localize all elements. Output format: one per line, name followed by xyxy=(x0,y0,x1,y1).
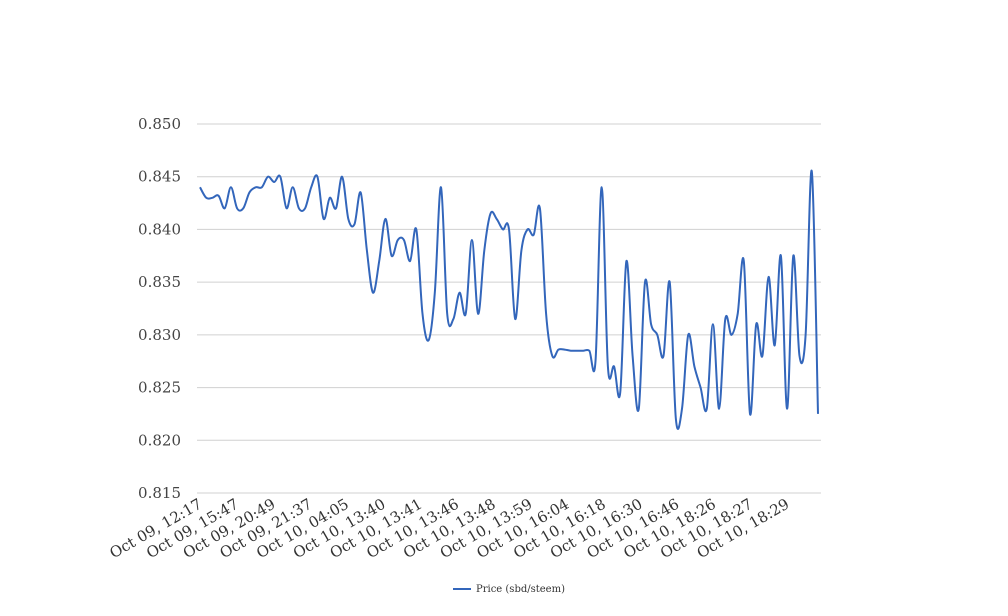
series-lines xyxy=(199,169,819,430)
legend-label: Price (sbd/steem) xyxy=(476,584,565,595)
y-tick-label: 0.830 xyxy=(138,326,181,344)
gridlines xyxy=(197,123,821,494)
legend[interactable]: Price (sbd/steem) xyxy=(453,584,565,595)
y-axis-ticks: 0.850 0.845 0.840 0.835 0.830 0.825 0.820 0.815 xyxy=(138,115,181,502)
y-tick-label: 0.845 xyxy=(138,168,181,186)
y-tick-label: 0.815 xyxy=(138,484,181,502)
series-line xyxy=(199,169,819,430)
y-tick-label: 0.850 xyxy=(138,115,181,133)
y-tick-label: 0.820 xyxy=(138,431,181,449)
y-tick-label: 0.840 xyxy=(138,220,181,238)
y-tick-label: 0.825 xyxy=(138,379,181,397)
y-tick-label: 0.835 xyxy=(138,273,181,291)
